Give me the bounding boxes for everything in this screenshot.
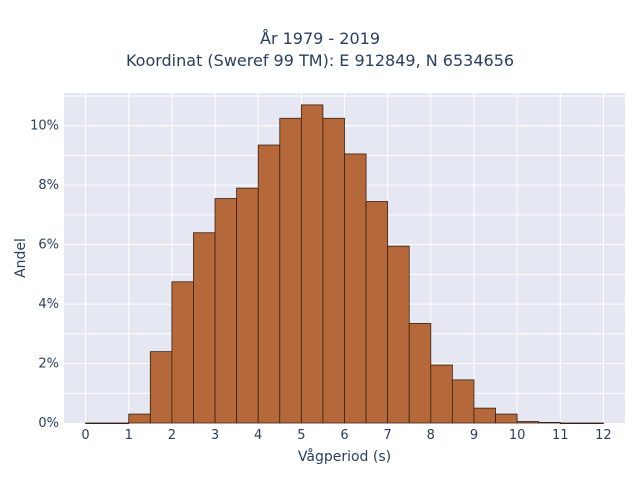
histogram-bar (344, 153, 367, 424)
histogram-bar (322, 117, 345, 424)
histogram-bar (236, 187, 259, 424)
histogram-bar (538, 422, 561, 424)
x-tick-label: 8 (427, 428, 435, 443)
x-tick-label: 0 (81, 428, 89, 443)
histogram-bar (473, 407, 496, 424)
y-tick-label: 0% (38, 416, 59, 431)
y-tick-label: 6% (38, 238, 59, 253)
histogram-bar (430, 364, 453, 424)
chart-subtitle: Koordinat (Sweref 99 TM): E 912849, N 65… (125, 51, 515, 70)
y-tick-label: 8% (38, 178, 59, 193)
histogram-bar (257, 144, 281, 424)
x-tick-label: 1 (125, 428, 133, 443)
y-tick-label: 4% (38, 297, 59, 312)
histogram-bar (279, 117, 302, 424)
histogram-bar (300, 104, 324, 424)
histogram-bar (85, 422, 108, 425)
histogram-bar (365, 201, 389, 424)
histogram-bar (495, 413, 518, 424)
chart-title: År 1979 - 2019 (260, 29, 380, 48)
histogram-bar (451, 379, 475, 424)
histogram-bar (559, 422, 583, 425)
y-tick-label: 2% (38, 357, 59, 372)
histogram-bar (408, 323, 432, 424)
x-tick-label: 6 (340, 428, 348, 443)
histogram-bar (106, 422, 130, 425)
x-tick-label: 5 (297, 428, 305, 443)
histogram-bar (581, 422, 604, 425)
x-tick-label: 12 (595, 428, 612, 443)
y-axis-ticks: 0% 2% 4% 6% 8% 10% (30, 119, 59, 431)
histogram-bar (387, 245, 410, 424)
bars (85, 104, 604, 425)
histogram-bar (171, 281, 194, 424)
x-tick-label: 7 (384, 428, 392, 443)
x-axis-label: Vågperiod (s) (298, 448, 391, 465)
y-tick-label: 10% (30, 119, 59, 134)
x-tick-label: 9 (470, 428, 478, 443)
x-tick-label: 11 (552, 428, 569, 443)
x-tick-label: 3 (211, 428, 219, 443)
x-tick-label: 2 (168, 428, 176, 443)
x-tick-label: 4 (254, 428, 262, 443)
histogram-bar (516, 421, 540, 424)
x-axis-ticks: 0 1 2 3 4 5 6 7 8 9 10 11 12 (81, 428, 611, 443)
x-tick-label: 10 (509, 428, 526, 443)
histogram-bar (214, 198, 238, 424)
chart-title-block: År 1979 - 2019 Koordinat (Sweref 99 TM):… (0, 28, 640, 72)
histogram-bar (193, 232, 216, 424)
histogram-bar (128, 413, 151, 424)
y-axis-label: Andel (13, 238, 29, 278)
histogram-bar (149, 351, 173, 424)
